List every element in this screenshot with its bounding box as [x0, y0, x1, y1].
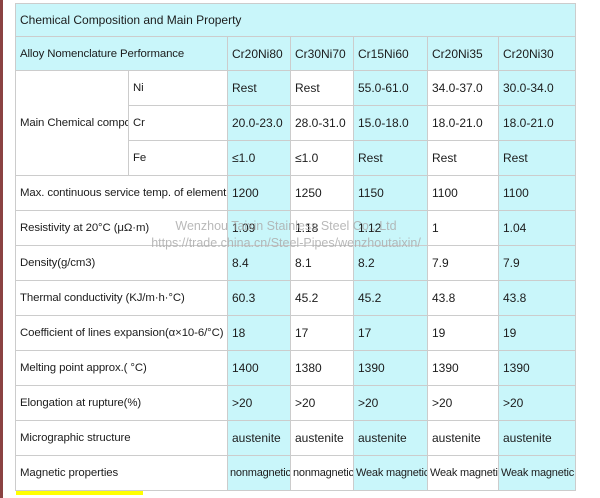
cell: 8.4 — [227, 245, 291, 281]
column-header-cr30ni70: Cr30Ni70 — [290, 36, 354, 71]
cell: Weak magnetic — [427, 455, 499, 491]
table-row-melting-point: Melting point approx.( °C) 1400 1380 139… — [15, 350, 577, 386]
row-label-elongation: Elongation at rupture(%) — [15, 385, 228, 421]
table-header-row: Alloy Nomenclature Performance Cr20Ni80 … — [15, 36, 577, 71]
row-label-expansion-coefficient: Coefficient of lines expansion(α×10-6/°C… — [15, 315, 228, 351]
window-edge-strip — [0, 0, 3, 498]
cell: 17 — [353, 315, 428, 351]
cell: 1100 — [427, 175, 499, 211]
cell: 1.09 — [227, 210, 291, 246]
cell: 1100 — [497, 175, 577, 211]
highlight-bar — [16, 491, 143, 495]
row-label-melting-point: Melting point approx.( °C) — [15, 350, 228, 386]
table-row-cr: Cr 20.0-23.0 28.0-31.0 15.0-18.0 18.0-21… — [16, 105, 577, 141]
row-label-max-temp: Max. continuous service temp. of element… — [15, 175, 228, 211]
cell: 43.8 — [497, 280, 577, 316]
cell: 34.0-37.0 — [427, 70, 499, 106]
cell: ≤1.0 — [227, 140, 291, 176]
table-row-micrographic: Micrographic structure austenite austeni… — [15, 420, 577, 456]
cell: 45.2 — [290, 280, 354, 316]
row-label-micrographic: Micrographic structure — [15, 420, 228, 456]
column-header-cr20ni80: Cr20Ni80 — [227, 36, 291, 71]
cell: Rest — [353, 140, 428, 176]
cell: austenite — [497, 420, 577, 456]
cell: 1.18 — [290, 210, 354, 246]
cell: 18.0-21.0 — [497, 105, 577, 141]
column-header-cr15ni60: Cr15Ni60 — [353, 36, 428, 71]
table-row-magnetic: Magnetic properties nonmagnetic nonmagne… — [15, 455, 577, 491]
row-label-magnetic: Magnetic properties — [15, 455, 228, 491]
spec-table-wrapper: Chemical Composition and Main Property A… — [14, 3, 577, 491]
cell: 8.2 — [353, 245, 428, 281]
row-label-resistivity: Resistivity at 20°C (μΩ·m) — [15, 210, 228, 246]
cell: 30.0-34.0 — [497, 70, 577, 106]
cell: 1390 — [497, 350, 577, 386]
cell: nonmagnetic — [290, 455, 354, 491]
cell: 55.0-61.0 — [353, 70, 428, 106]
cell: Rest — [227, 70, 291, 106]
cell: >20 — [427, 385, 499, 421]
cell: 8.1 — [290, 245, 354, 281]
cell: 18.0-21.0 — [427, 105, 499, 141]
row-label-density: Density(g/cm3) — [15, 245, 228, 281]
cell: ≤1.0 — [290, 140, 354, 176]
element-label-cr: Cr — [128, 105, 228, 141]
cell: Weak magnetic — [497, 455, 577, 491]
cell: >20 — [227, 385, 291, 421]
cell: >20 — [290, 385, 354, 421]
cell: austenite — [227, 420, 291, 456]
cell: 45.2 — [353, 280, 428, 316]
cell: 1380 — [290, 350, 354, 386]
cell: 1200 — [227, 175, 291, 211]
cell: 7.9 — [427, 245, 499, 281]
cell: 7.9 — [497, 245, 577, 281]
cell: 1.12 — [353, 210, 428, 246]
cell: 1390 — [353, 350, 428, 386]
cell: 1390 — [427, 350, 499, 386]
cell: 18 — [227, 315, 291, 351]
cell: 15.0-18.0 — [353, 105, 428, 141]
spec-table: Chemical Composition and Main Property A… — [14, 3, 577, 491]
column-header-cr20ni30: Cr20Ni30 — [497, 36, 577, 71]
cell: >20 — [353, 385, 428, 421]
element-label-fe: Fe — [128, 140, 228, 176]
cell: austenite — [290, 420, 354, 456]
cell: Weak magnetic — [353, 455, 428, 491]
cell: Rest — [290, 70, 354, 106]
cell: Rest — [497, 140, 577, 176]
cell: 1250 — [290, 175, 354, 211]
cell: 28.0-31.0 — [290, 105, 354, 141]
cell: 1 — [427, 210, 499, 246]
row-label-thermal-conductivity: Thermal conductivity (KJ/m·h·°C) — [15, 280, 228, 316]
cell: 60.3 — [227, 280, 291, 316]
table-row-density: Density(g/cm3) 8.4 8.1 8.2 7.9 7.9 — [15, 245, 577, 281]
cell: 1150 — [353, 175, 428, 211]
cell: 17 — [290, 315, 354, 351]
table-row-expansion-coefficient: Coefficient of lines expansion(α×10-6/°C… — [15, 315, 577, 351]
table-row-max-temp: Max. continuous service temp. of element… — [15, 175, 577, 211]
row-label-main-chemical-composition: Main Chemical composition — [15, 70, 129, 176]
cell: 19 — [427, 315, 499, 351]
table-row-resistivity: Resistivity at 20°C (μΩ·m) 1.09 1.18 1.1… — [15, 210, 577, 246]
cell: 43.8 — [427, 280, 499, 316]
cell: 1400 — [227, 350, 291, 386]
table-title-row: Chemical Composition and Main Property — [14, 3, 577, 37]
cell: 19 — [497, 315, 577, 351]
cell: 20.0-23.0 — [227, 105, 291, 141]
column-header-cr20ni35: Cr20Ni35 — [427, 36, 499, 71]
table-row-thermal-conductivity: Thermal conductivity (KJ/m·h·°C) 60.3 45… — [15, 280, 577, 316]
cell: nonmagnetic — [227, 455, 291, 491]
cell: Rest — [427, 140, 499, 176]
cell: austenite — [353, 420, 428, 456]
table-row-ni: Main Chemical composition Ni Rest Rest 5… — [15, 70, 577, 176]
table-title: Chemical Composition and Main Property — [14, 3, 577, 37]
header-alloy-nomenclature: Alloy Nomenclature Performance — [15, 36, 228, 71]
cell: 1.04 — [497, 210, 577, 246]
cell: austenite — [427, 420, 499, 456]
cell: >20 — [497, 385, 577, 421]
element-label-ni: Ni — [128, 70, 228, 106]
table-row-elongation: Elongation at rupture(%) >20 >20 >20 >20… — [15, 385, 577, 421]
